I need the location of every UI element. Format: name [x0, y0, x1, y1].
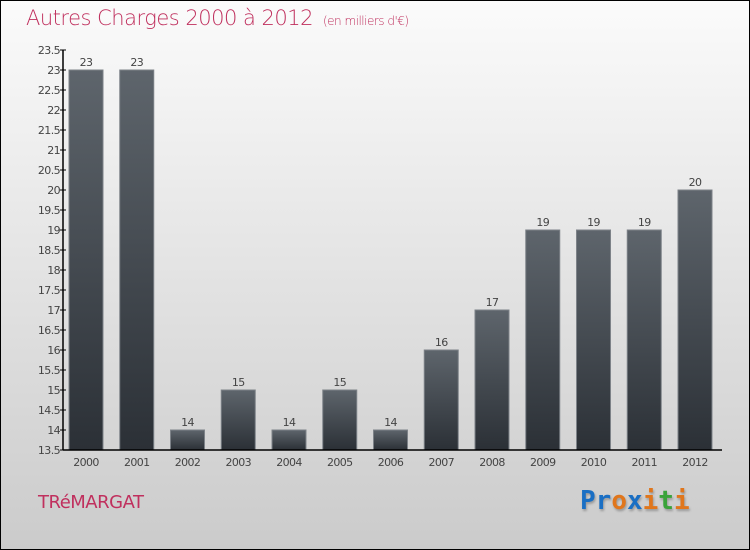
data-label-2004: 14 — [283, 416, 296, 429]
data-label-2012: 20 — [689, 176, 702, 189]
bar-2006 — [373, 429, 408, 451]
logo-letter: r — [595, 486, 612, 516]
bar-2008 — [474, 309, 510, 451]
y-tick-17.5: 17.5 — [38, 284, 61, 297]
data-label-2010: 19 — [587, 216, 600, 229]
x-tick-2006: 2006 — [378, 456, 404, 469]
x-tick-2002: 2002 — [175, 456, 201, 469]
y-tick-14.5: 14.5 — [38, 404, 61, 417]
y-tick-22.5: 22.5 — [38, 84, 61, 97]
bar-2002 — [170, 429, 205, 451]
y-tick-23: 23 — [47, 64, 60, 77]
subtitle-text: (en milliers d'€) — [322, 14, 409, 28]
logo-letter: o — [611, 486, 627, 516]
x-tick-2005: 2005 — [327, 456, 353, 469]
x-tick-2008: 2008 — [479, 456, 505, 469]
y-tick-17: 17 — [47, 304, 60, 317]
commune-name: TRéMARGAT — [38, 492, 144, 513]
y-tick-19.5: 19.5 — [38, 204, 61, 217]
proxiti-logo: Proxiti — [580, 486, 690, 516]
title-text: Autres Charges 2000 à 2012 — [26, 6, 313, 30]
x-tick-2001: 2001 — [124, 456, 150, 469]
logo-letter: i — [642, 486, 659, 516]
logo-letter: x — [626, 486, 643, 516]
y-tick-18.5: 18.5 — [38, 244, 61, 257]
bar-2000 — [68, 69, 104, 451]
data-label-2001: 23 — [130, 56, 143, 69]
chart-title: Autres Charges 2000 à 2012 (en milliers d… — [26, 6, 409, 30]
bar-2007 — [423, 349, 459, 451]
data-label-2008: 17 — [486, 296, 499, 309]
y-tick-20.5: 20.5 — [38, 164, 61, 177]
x-tick-2000: 2000 — [73, 456, 99, 469]
x-tick-2011: 2011 — [631, 456, 657, 469]
y-tick-16: 16 — [47, 344, 60, 357]
data-label-2000: 23 — [80, 56, 93, 69]
data-label-2005: 15 — [333, 376, 346, 389]
data-label-2009: 19 — [536, 216, 549, 229]
bar-2001 — [119, 69, 155, 451]
y-tick-14: 14 — [47, 424, 60, 437]
bar-2003 — [220, 389, 256, 451]
y-tick-22: 22 — [47, 104, 60, 117]
x-tick-2012: 2012 — [682, 456, 708, 469]
x-tick-2007: 2007 — [428, 456, 454, 469]
x-tick-2009: 2009 — [530, 456, 556, 469]
bar-2012 — [677, 189, 713, 451]
logo-letter: t — [658, 486, 674, 516]
x-tick-2004: 2004 — [276, 456, 302, 469]
data-label-2007: 16 — [435, 336, 448, 349]
y-tick-15: 15 — [47, 384, 60, 397]
bar-2011 — [626, 229, 662, 451]
bar-2009 — [525, 229, 561, 451]
y-tick-18: 18 — [47, 264, 60, 277]
x-tick-2010: 2010 — [581, 456, 607, 469]
y-tick-21: 21 — [47, 144, 60, 157]
x-tick-2003: 2003 — [225, 456, 251, 469]
data-label-2003: 15 — [232, 376, 245, 389]
data-label-2006: 14 — [384, 416, 397, 429]
y-tick-16.5: 16.5 — [38, 324, 61, 337]
bar-2005 — [322, 389, 358, 451]
bar-2004 — [271, 429, 307, 451]
bar-2010 — [576, 229, 611, 451]
y-tick-13.5: 13.5 — [38, 444, 61, 457]
logo-letter: i — [673, 486, 690, 516]
y-tick-23.5: 23.5 — [38, 44, 61, 57]
data-label-2011: 19 — [638, 216, 651, 229]
y-tick-21.5: 21.5 — [38, 124, 61, 137]
data-label-2002: 14 — [181, 416, 194, 429]
y-tick-20: 20 — [47, 184, 60, 197]
logo-letter: P — [580, 486, 596, 516]
y-tick-15.5: 15.5 — [38, 364, 61, 377]
y-tick-19: 19 — [47, 224, 60, 237]
